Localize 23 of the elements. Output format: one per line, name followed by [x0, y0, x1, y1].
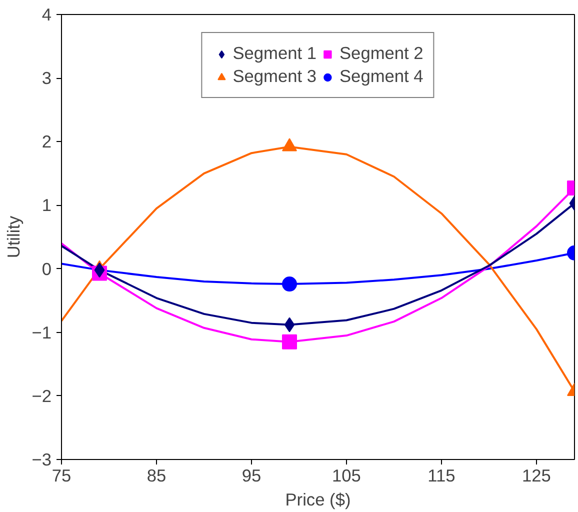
y-tick-label: 0 [42, 258, 52, 279]
x-tick-label: 75 [52, 466, 72, 486]
point [282, 334, 297, 350]
x-tick-label: 95 [242, 466, 262, 486]
point [94, 262, 105, 278]
y-tick-label: 4 [42, 4, 52, 24]
y-tick-label: −2 [32, 386, 52, 406]
x-axis-title: Price ($) [285, 490, 351, 510]
legend-label: Segment 1 [232, 43, 316, 64]
y-tick-label: 2 [42, 132, 52, 152]
legend-label: Segment 2 [340, 43, 424, 64]
y-tick-label: −1 [32, 322, 52, 342]
y-tick-label: −3 [32, 450, 52, 470]
x-tick-label: 105 [332, 466, 361, 486]
legend-label: Segment 3 [232, 66, 316, 87]
legend-label: Segment 4 [340, 66, 424, 87]
y-tick-label: 1 [42, 195, 52, 216]
y-axis-title: Utility [4, 215, 24, 258]
x-tick-label: 85 [146, 466, 166, 486]
y-tick-label: 3 [42, 68, 52, 88]
x-tick-label: 115 [428, 466, 456, 486]
point [284, 317, 295, 332]
x-tick-label: 125 [522, 466, 551, 486]
